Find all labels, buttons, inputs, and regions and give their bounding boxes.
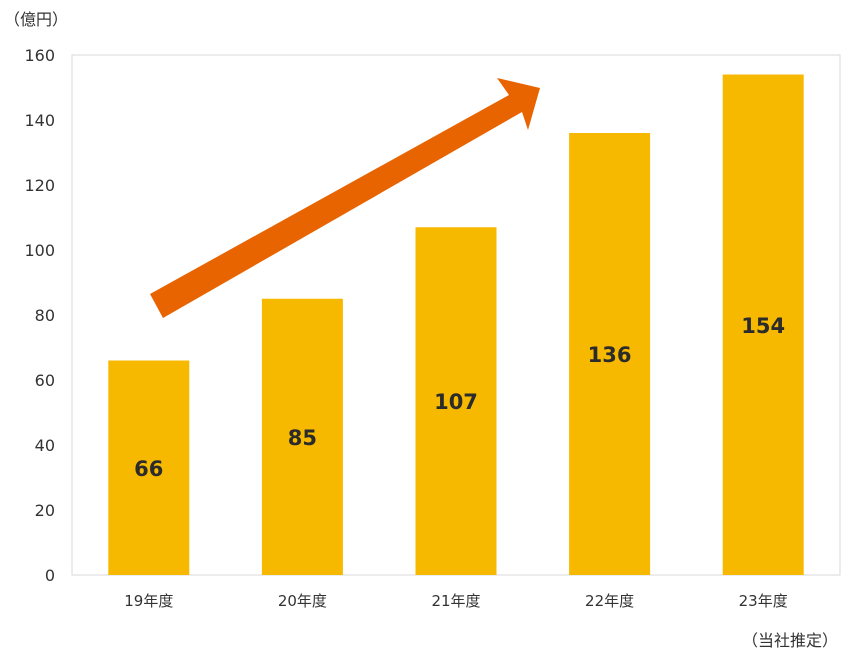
bars: 66 85 107 136 154 [108, 74, 804, 575]
bar-data-label: 136 [588, 343, 632, 367]
x-tick-label: 21年度 [431, 592, 480, 610]
bar-data-label: 66 [134, 457, 163, 481]
y-tick-label: 120 [24, 176, 55, 195]
y-tick-label: 160 [24, 46, 55, 65]
y-tick-label: 80 [35, 306, 55, 325]
bar-data-label: 154 [741, 314, 785, 338]
y-tick-label: 20 [35, 501, 55, 520]
bar [108, 360, 190, 575]
source-note: （当社推定） [742, 631, 838, 650]
bar-data-label: 107 [434, 390, 478, 414]
x-axis-ticks: 19年度 20年度 21年度 22年度 23年度 [124, 592, 787, 610]
y-tick-label: 60 [35, 371, 55, 390]
x-tick-label: 20年度 [278, 592, 327, 610]
y-tick-label: 100 [24, 241, 55, 260]
bar [569, 133, 651, 575]
bar [722, 74, 804, 575]
y-axis-ticks: 0 20 40 60 80 100 120 140 160 [24, 46, 55, 585]
x-tick-label: 23年度 [739, 592, 788, 610]
y-tick-label: 0 [45, 566, 55, 585]
bar-data-label: 85 [288, 426, 317, 450]
bar [261, 298, 343, 575]
x-tick-label: 19年度 [124, 592, 173, 610]
x-tick-label: 22年度 [585, 592, 634, 610]
y-tick-label: 140 [24, 111, 55, 130]
y-unit-label: （億円） [4, 10, 68, 29]
bar [415, 227, 497, 575]
y-tick-label: 40 [35, 436, 55, 455]
growth-trend-arrow [150, 78, 540, 318]
